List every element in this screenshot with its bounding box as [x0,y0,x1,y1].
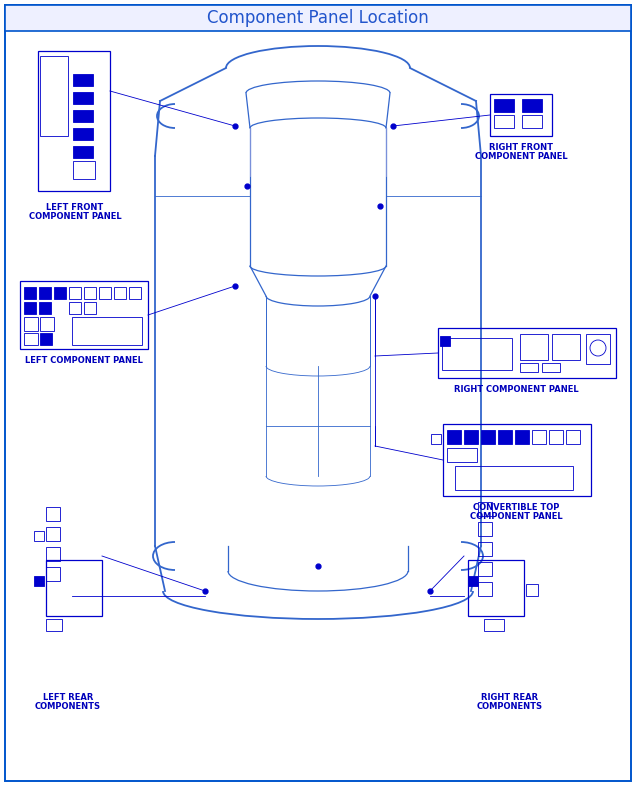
Bar [464,430,478,444]
Bar [99,287,111,299]
Bar [490,94,552,136]
Bar [478,522,492,536]
Bar [522,115,542,128]
Bar [24,333,38,345]
Bar [468,576,478,586]
Bar [46,547,60,561]
Bar [24,302,36,314]
Bar [455,466,573,490]
Bar [46,560,102,616]
Bar [24,287,36,299]
Bar [46,619,62,631]
Bar [34,576,44,586]
Bar [478,582,492,596]
Bar [38,51,110,191]
Bar [494,115,514,128]
Bar [114,287,126,299]
Bar [39,302,51,314]
Bar [494,99,514,112]
Text: CONVERTIBLE TOP: CONVERTIBLE TOP [473,503,559,512]
Bar [5,5,631,31]
Bar [522,99,542,112]
Bar [586,334,610,364]
Text: COMPONENT PANEL: COMPONENT PANEL [29,212,121,221]
Text: LEFT COMPONENT PANEL: LEFT COMPONENT PANEL [25,356,143,365]
Bar [532,430,546,444]
Text: RIGHT FRONT: RIGHT FRONT [489,143,553,152]
Bar [73,74,93,86]
Bar [84,302,96,314]
Bar [46,527,60,541]
Bar [440,336,450,346]
Bar [443,424,591,496]
Bar [40,317,54,331]
Bar [442,338,512,370]
Bar [73,146,93,158]
Bar [40,333,52,345]
Bar [542,363,560,372]
Text: COMPONENTS: COMPONENTS [35,702,101,711]
Bar [40,56,68,136]
Bar [73,110,93,122]
Bar [20,281,148,349]
Text: Component Panel Location: Component Panel Location [207,9,429,27]
Bar [484,619,504,631]
Bar [84,287,96,299]
Bar [69,302,81,314]
Bar [478,562,492,576]
Text: RIGHT REAR: RIGHT REAR [481,693,539,702]
Bar [447,448,477,462]
Bar [498,430,512,444]
Text: RIGHT COMPONENT PANEL: RIGHT COMPONENT PANEL [453,385,578,394]
Bar [34,531,44,541]
Bar [478,502,492,516]
Bar [46,507,60,521]
Bar [46,567,60,581]
Bar [431,434,441,444]
Bar [54,287,66,299]
Bar [73,92,93,104]
Bar [129,287,141,299]
Bar [39,287,51,299]
Bar [520,334,548,360]
Text: COMPONENT PANEL: COMPONENT PANEL [470,512,562,521]
Bar [566,430,580,444]
Bar [478,542,492,556]
Bar [73,128,93,140]
Bar [69,287,81,299]
Bar [72,317,142,345]
Bar [468,560,524,616]
Text: COMPONENT PANEL: COMPONENT PANEL [474,152,567,161]
Bar [526,584,538,596]
Text: LEFT FRONT: LEFT FRONT [46,203,104,212]
Text: COMPONENTS: COMPONENTS [477,702,543,711]
Bar [447,430,461,444]
Bar [549,430,563,444]
Bar [24,317,38,331]
Text: LEFT REAR: LEFT REAR [43,693,93,702]
Bar [520,363,538,372]
Bar [515,430,529,444]
Bar [552,334,580,360]
Bar [438,328,616,378]
Bar [481,430,495,444]
Bar [73,161,95,179]
